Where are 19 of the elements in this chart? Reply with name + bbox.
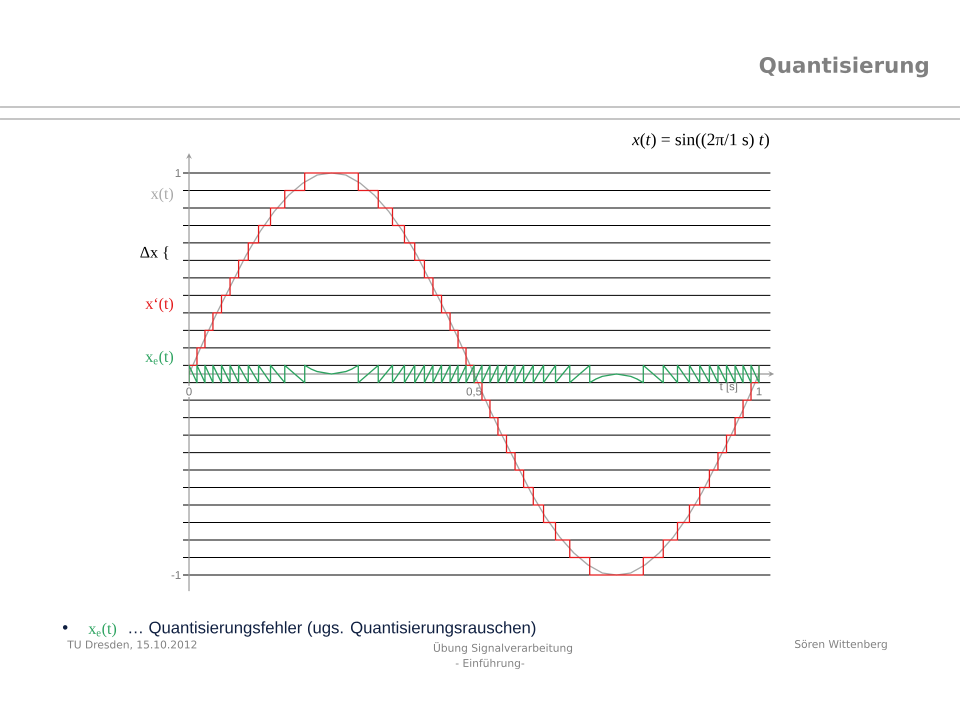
text: … Quantisierungsfehler (ugs. Quantisierungsrauschen) <box>130 621 536 637</box>
text: x(t) <box>150 188 174 202</box>
text: • <box>62 625 68 630</box>
text: x$_{e}$(t) <box>88 622 116 638</box>
x-tick-label: 0,5 <box>466 387 482 397</box>
text: Quantisierung <box>760 56 928 78</box>
text: x‘(t) <box>145 298 174 312</box>
text: Sören Wittenberg <box>795 640 887 650</box>
series-label: x$_{e}$(t) <box>145 350 174 366</box>
text: TU Dresden, 15.10.2012 <box>67 640 196 650</box>
x-tick-label: 1 <box>756 387 762 396</box>
text: Übung Signalverarbeitung <box>434 642 572 654</box>
line-series <box>189 364 760 384</box>
text: - Einführung- <box>456 658 524 670</box>
x-tick-label: 0 <box>186 387 192 396</box>
text: x(t) = sin((2π/1 s) t) <box>632 133 769 149</box>
y-tick-label: -1 <box>172 571 181 579</box>
text: Δx { <box>140 246 168 260</box>
x-axis-title: t [s] <box>720 382 738 393</box>
